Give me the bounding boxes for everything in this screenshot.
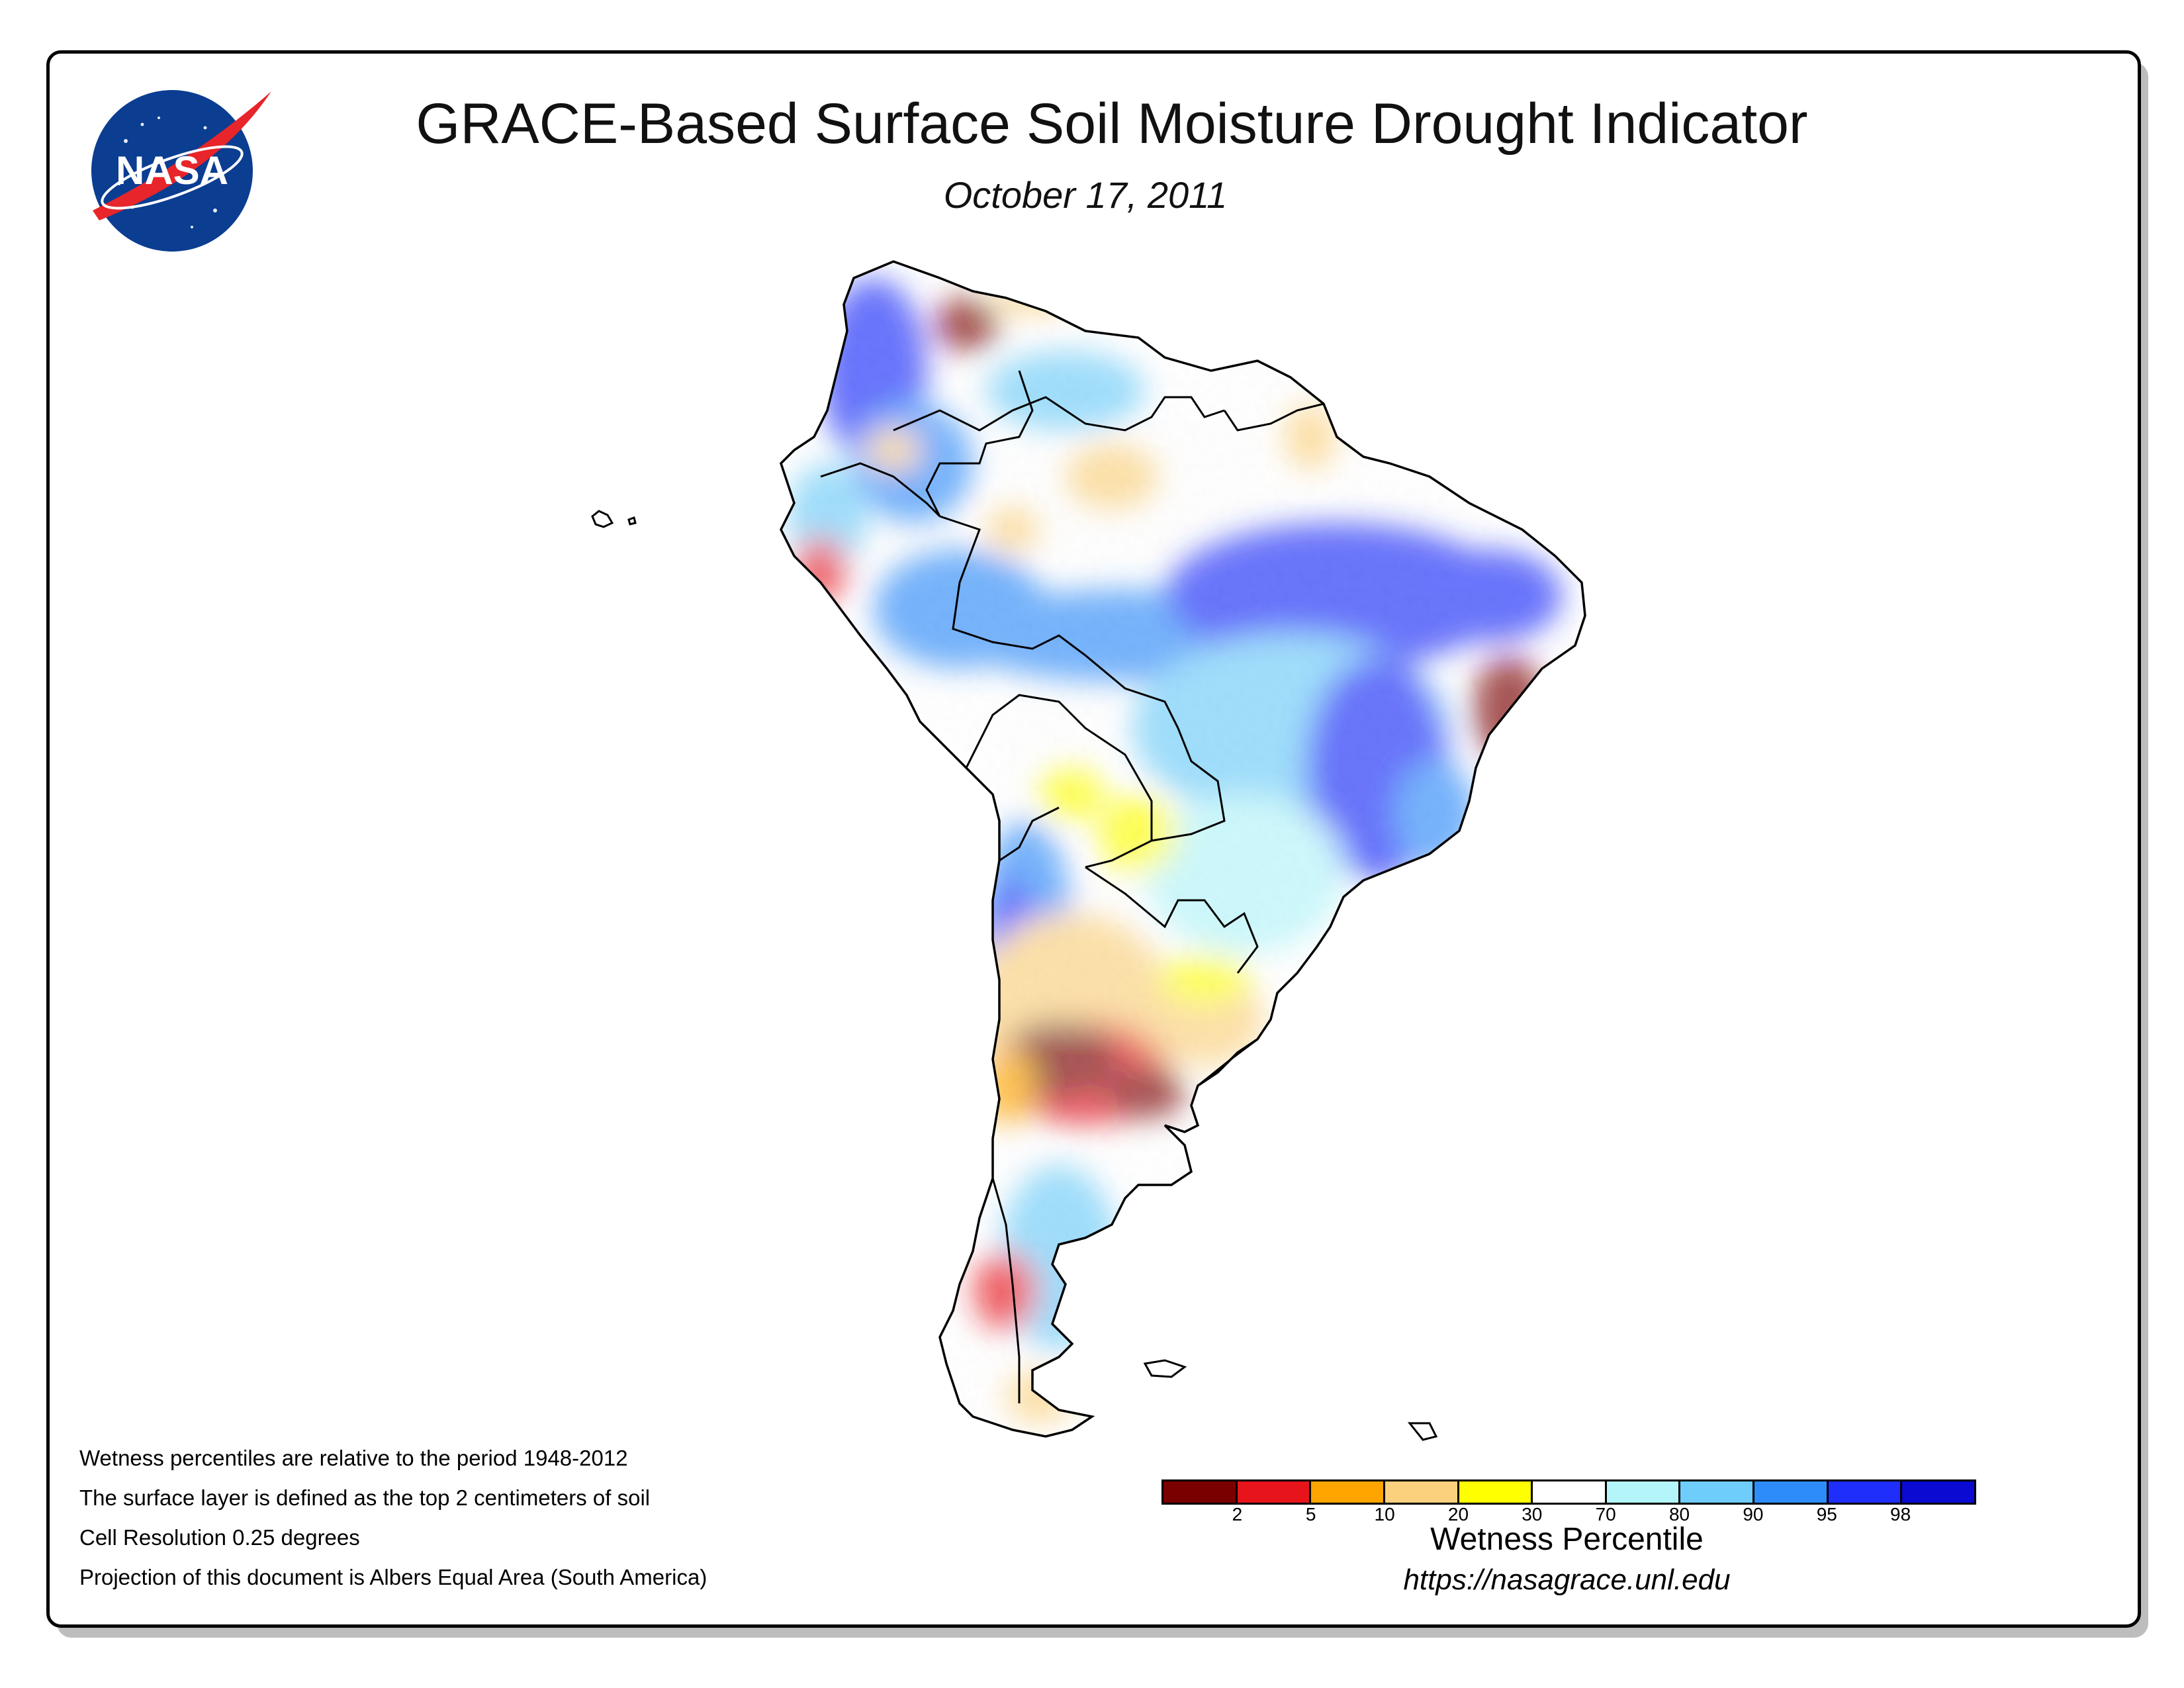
legend-swatch <box>1902 1481 1975 1503</box>
note-period: Wetness percentiles are relative to the … <box>79 1446 628 1470</box>
legend-swatch <box>1533 1481 1607 1503</box>
legend-swatch <box>1606 1481 1681 1503</box>
legend-swatch <box>1680 1481 1755 1503</box>
legend-swatch <box>1311 1481 1385 1503</box>
source-url[interactable]: https://nasagrace.unl.edu <box>1403 1564 1731 1596</box>
note-surface-layer: The surface layer is defined as the top … <box>79 1485 651 1510</box>
legend-tick-label: 5 <box>1305 1504 1316 1524</box>
legend-swatch <box>1237 1481 1312 1503</box>
map-date: October 17, 2011 <box>943 174 1228 216</box>
legend-tick-label: 98 <box>1890 1504 1911 1524</box>
legend-tick-label: 30 <box>1522 1504 1543 1524</box>
legend-tick-label: 2 <box>1232 1504 1243 1524</box>
legend-swatch <box>1385 1481 1459 1503</box>
legend-tick-label: 10 <box>1374 1504 1395 1524</box>
legend-title: Wetness Percentile <box>1430 1522 1704 1557</box>
nasa-logo: NASA <box>91 90 271 252</box>
note-projection: Projection of this document is Albers Eq… <box>79 1565 707 1589</box>
legend-tick-label: 90 <box>1743 1504 1764 1524</box>
legend-swatch <box>1754 1481 1829 1503</box>
legend-tick-label: 95 <box>1816 1504 1837 1524</box>
page-title: GRACE-Based Surface Soil Moisture Drough… <box>416 92 1808 156</box>
legend-tick-label: 80 <box>1668 1504 1690 1524</box>
note-resolution: Cell Resolution 0.25 degrees <box>79 1525 360 1550</box>
wetness-legend <box>1161 1479 1976 1505</box>
legend-tick-label: 70 <box>1595 1504 1616 1524</box>
svg-text:NASA: NASA <box>116 148 228 193</box>
legend-swatch <box>1459 1481 1533 1503</box>
map-notes: Wetness percentiles are relative to the … <box>79 1443 707 1602</box>
legend-swatch <box>1828 1481 1903 1503</box>
legend-swatch <box>1163 1481 1238 1503</box>
legend-tick-label: 20 <box>1447 1504 1469 1524</box>
